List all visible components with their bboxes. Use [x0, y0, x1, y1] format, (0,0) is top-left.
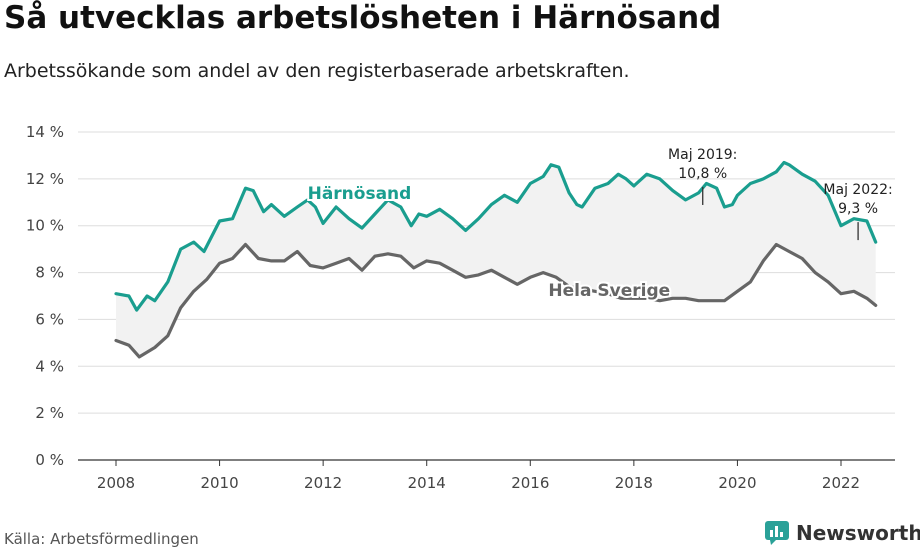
series-label-hela-sverige: Hela Sverige: [548, 281, 670, 301]
annotation-value: 10,8 %: [678, 166, 727, 182]
y-tick-label: 4 %: [35, 357, 64, 375]
x-tick-label: 2008: [97, 474, 135, 492]
series-line-hela-sverige: [114, 242, 878, 359]
brand-name: Newsworthy: [796, 521, 920, 545]
y-tick-label: 10 %: [26, 217, 64, 235]
series-line-harnosand: [114, 160, 878, 312]
series-label-harnosand: Härnösand: [308, 184, 412, 204]
annotation-value: 9,3 %: [838, 201, 878, 217]
chart-subtitle: Arbetssökande som andel av den registerb…: [4, 60, 630, 82]
x-tick-label: 2016: [511, 474, 549, 492]
x-tick-label: 2012: [304, 474, 342, 492]
x-tick-label: 2018: [615, 474, 653, 492]
y-tick-label: 14 %: [26, 123, 64, 141]
y-tick-label: 8 %: [35, 264, 64, 282]
brand-logo: Newsworthy: [764, 520, 920, 546]
source-note: Källa: Arbetsförmedlingen: [4, 530, 199, 548]
x-tick-label: 2014: [408, 474, 446, 492]
x-tick-label: 2022: [822, 474, 860, 492]
y-tick-label: 6 %: [35, 310, 64, 328]
y-tick-label: 12 %: [26, 170, 64, 188]
newsworthy-logo-icon: [765, 521, 789, 545]
annotation-label: Maj 2022:: [823, 182, 892, 198]
annotation-label: Maj 2019:: [668, 147, 737, 163]
chart-title: Så utvecklas arbetslösheten i Härnösand: [4, 0, 722, 36]
y-tick-label: 2 %: [35, 404, 64, 422]
series-gap-band: [116, 162, 876, 357]
x-tick-label: 2010: [200, 474, 238, 492]
y-tick-label: 0 %: [35, 451, 64, 469]
x-tick-label: 2020: [718, 474, 756, 492]
